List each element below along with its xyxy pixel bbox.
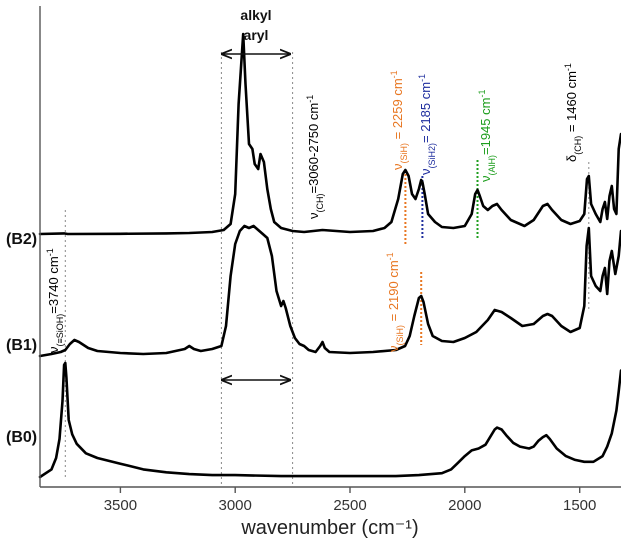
x-tick-label-2000: 2000 <box>448 497 481 514</box>
trace-label-b2: (B2) <box>6 231 37 248</box>
region-label-alkyl: alkyl <box>240 7 271 23</box>
annotation-ch-bend-1460: δ(CH) = 1460 cm-1 <box>563 63 583 162</box>
x-tick-label-3000: 3000 <box>219 497 252 514</box>
annotation-alh-1945: ν(AlH)=1945 cm-1 <box>477 90 497 182</box>
x-tick-label-1500: 1500 <box>563 497 596 514</box>
trace-label-b0: (B0) <box>6 429 37 446</box>
series-line-b1 <box>38 224 621 358</box>
x-tick-label-3500: 3500 <box>104 497 137 514</box>
trace-label-b1: (B1) <box>6 337 37 354</box>
reference-lines <box>64 52 590 487</box>
region-label-aryl: aryl <box>244 27 269 43</box>
x-axis-title: wavenumber (cm⁻¹) <box>240 517 418 539</box>
x-axis-ticks: 3500 3000 2500 2000 1500 <box>104 487 596 514</box>
annotation-sih2-2185: ν(SiH2)= 2185 cm-1 <box>417 74 437 175</box>
annotation-ch-stretch: ν(CH)=3060-2750 cm-1 <box>305 95 325 219</box>
annotation-sih-2190: ν(SiH) = 2190 cm-1 <box>385 252 405 352</box>
series-line-b0 <box>38 361 621 479</box>
series-line-b2 <box>38 32 621 236</box>
spectra-series <box>38 32 621 479</box>
annotation-sioh: ν(≡SiOH)=3740 cm-1 <box>45 248 65 353</box>
x-tick-label-2500: 2500 <box>333 497 366 514</box>
annotation-sih-2259: ν(SiH) = 2259 cm-1 <box>389 70 409 170</box>
